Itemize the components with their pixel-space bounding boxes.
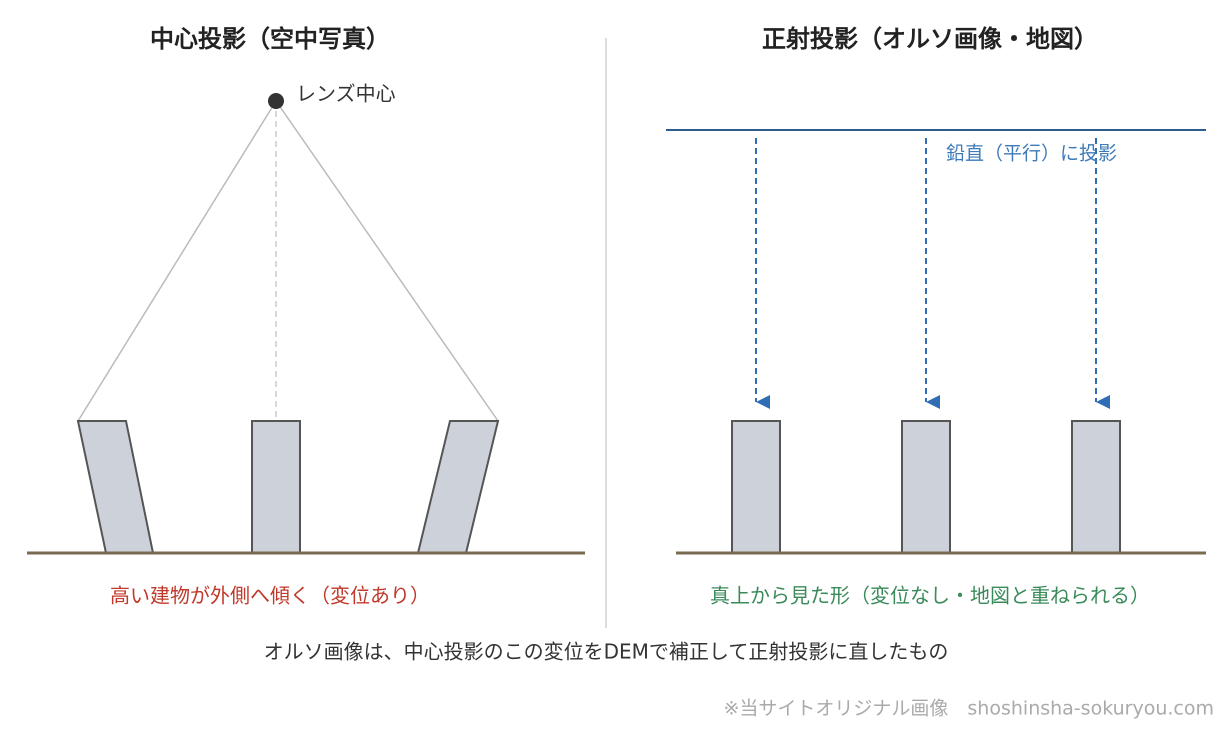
right-title: 正射投影（オルソ画像・地図） <box>762 25 1098 53</box>
building <box>1071 420 1121 554</box>
left-title: 中心投影（空中写真） <box>150 25 390 53</box>
footer-note: オルソ画像は、中心投影のこの変位をDEMで補正して正射投影に直したもの <box>264 640 949 664</box>
left-caption: 高い建物が外側へ傾く（変位あり） <box>110 584 430 608</box>
credit: ※当サイトオリジナル画像 shoshinsha-sokuryou.com <box>723 698 1214 720</box>
right-caption: 真上から見た形（変位なし・地図と重ねられる） <box>710 584 1150 608</box>
projection-label: 鉛直（平行）に投影 <box>946 143 1117 165</box>
ray <box>77 100 277 422</box>
building <box>251 420 301 554</box>
lens <box>268 93 284 109</box>
ray <box>275 100 499 422</box>
building <box>76 420 155 554</box>
lens-label: レンズ中心 <box>296 82 396 106</box>
building <box>901 420 951 554</box>
building <box>416 420 500 554</box>
building <box>731 420 781 554</box>
